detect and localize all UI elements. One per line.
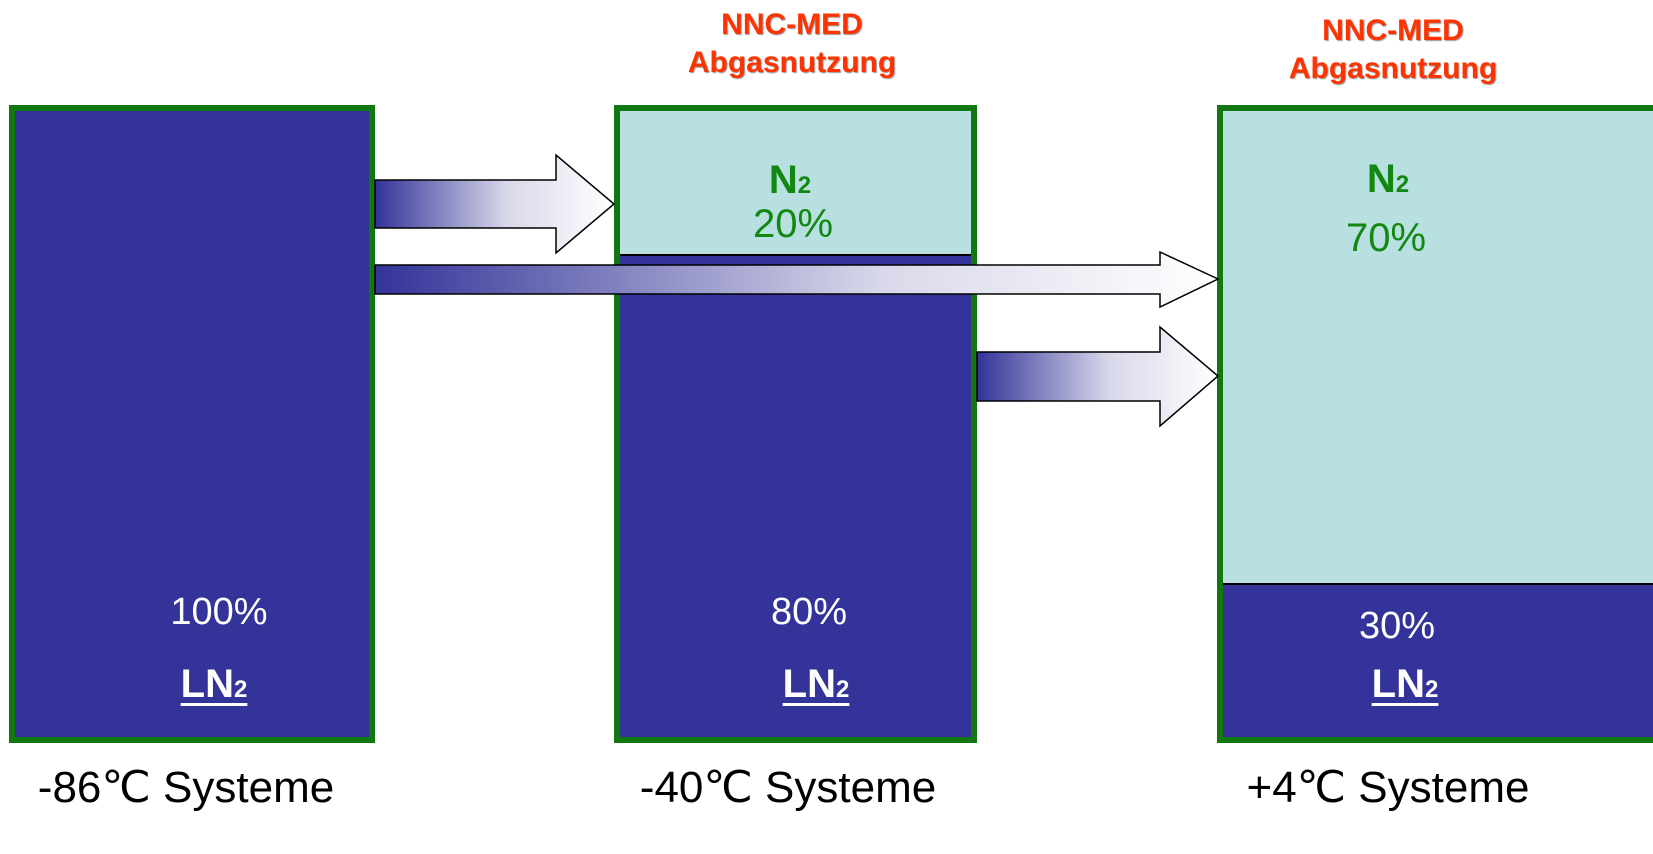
column-3-ln-label: LN2 [1305,662,1505,712]
column-2-ln-percent: 80% [770,591,848,633]
column-2-n2-text: N [768,158,798,202]
column-3-system-label: +4℃ Systeme [1246,763,1530,812]
column-2-n2-label: N2 [690,158,890,208]
column-3-header-line2: Abgasnutzung [1288,52,1498,85]
column-2-ln-text: LN [782,662,836,706]
tank-2-gas [617,108,974,255]
tank-2-frame [614,105,977,743]
tank-1-liquid [9,105,375,743]
tank-2-liquid [617,255,974,740]
column-1-ln-text: LN [180,662,234,706]
arrow-1-to-3 [374,250,1220,309]
column-2-header: NNC-MED Abgasnutzung [642,6,942,82]
column-2-system-label: -40℃ Systeme [639,763,937,812]
column-3-header: NNC-MED Abgasnutzung [1243,12,1543,88]
column-1-ln-subscript: 2 [233,676,248,703]
column-3-n2-subscript: 2 [1395,171,1410,198]
tank-3-frame [1217,105,1653,743]
column-3-n2-percent: 70% [1345,216,1427,260]
column-3-n2-text: N [1366,157,1396,201]
column-2-n2-percent: 20% [752,202,834,246]
column-1-ln-label: LN2 [114,662,314,712]
arrow-2-to-3 [976,325,1220,428]
column-1-system-label: -86℃ Systeme [37,763,335,812]
column-3-header-line1: NNC-MED [1322,14,1464,47]
column-2-header-line1: NNC-MED [721,8,863,41]
column-3-n2-label: N2 [1288,157,1488,207]
column-3-ln-percent: 30% [1358,605,1436,647]
column-1-ln-percent: 100% [170,591,268,633]
tank-3-gas [1220,108,1653,584]
column-2-ln-label: LN2 [716,662,916,712]
column-3-ln-subscript: 2 [1424,676,1439,703]
column-2-n2-subscript: 2 [797,172,812,199]
tank-3-liquid [1220,584,1653,740]
column-2-header-line2: Abgasnutzung [687,46,897,79]
arrow-1-to-2 [374,153,616,255]
column-3-ln-text: LN [1371,662,1425,706]
column-2-ln-subscript: 2 [835,676,850,703]
